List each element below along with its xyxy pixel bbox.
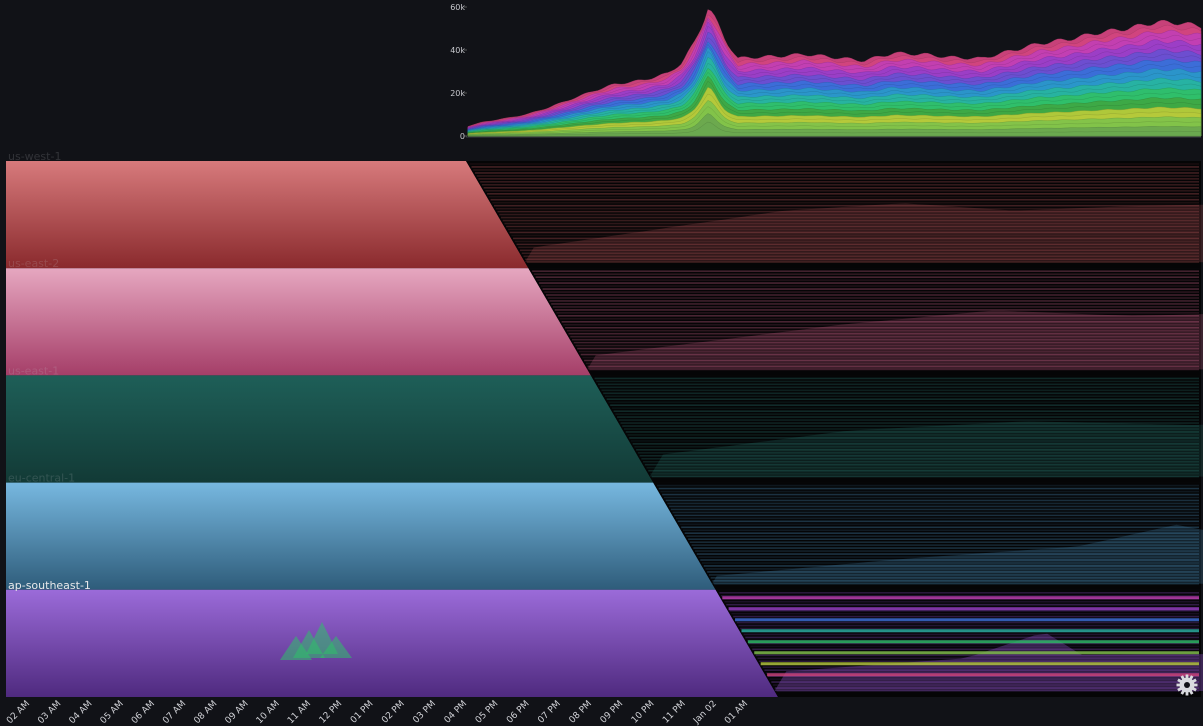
x-tick-label: 05 AM <box>99 699 126 726</box>
region-color-swatch <box>6 268 591 376</box>
x-tick-label: 12 PM <box>318 699 345 726</box>
region-area-glow <box>587 310 1203 370</box>
region-color-swatch <box>6 375 654 483</box>
region-label: us-east-2 <box>8 257 59 270</box>
region-data-area <box>715 589 1201 697</box>
region-color-swatch <box>6 161 529 269</box>
region-data-area <box>528 268 1201 376</box>
overview-y-axis: 0 20k 40k 60k <box>450 3 467 141</box>
x-tick-label: 08 PM <box>568 699 595 726</box>
ap-southeast-spike <box>280 596 1199 677</box>
x-tick-label: 04 AM <box>68 699 95 726</box>
region-color-swatch <box>6 482 716 590</box>
region-label: us-west-1 <box>8 150 61 163</box>
x-tick-label: 06 PM <box>505 699 532 726</box>
region-panel-us-west-1: us-west-1 <box>6 150 1203 269</box>
region-label: ap-southeast-1 <box>8 579 91 592</box>
overview-stacked-area-chart: 0 20k 40k 60k <box>450 3 1202 141</box>
region-label: us-east-1 <box>8 364 59 377</box>
x-tick-label: 05 PM <box>474 699 501 726</box>
x-axis-tick-labels: 02 AM 03 AM 04 AM 05 AM 06 AM 07 AM 08 AM 09 AM… <box>5 699 750 726</box>
x-tick-label: 09 AM <box>224 699 251 726</box>
x-tick-label: 02 AM <box>5 699 32 726</box>
region-data-area <box>466 161 1201 269</box>
overview-y-tick-label: 40k <box>450 46 465 55</box>
x-tick-label: 11 AM <box>286 699 313 726</box>
overview-area-layer <box>467 121 1202 137</box>
x-tick-label: 07 PM <box>536 699 563 726</box>
x-tick-label: 07 AM <box>161 699 188 726</box>
overview-y-tick-label: 0 <box>460 132 465 141</box>
region-label: eu-central-1 <box>8 472 75 485</box>
x-tick-label: 10 PM <box>630 699 657 726</box>
x-tick-label: 06 AM <box>130 699 157 726</box>
spike-peak <box>320 636 352 658</box>
x-tick-label: 03 AM <box>36 699 63 726</box>
region-data-area <box>590 375 1201 483</box>
x-tick-label: 09 PM <box>599 699 626 726</box>
x-tick-label: 04 PM <box>443 699 470 726</box>
region-area-glow <box>712 524 1203 584</box>
region-data-area <box>653 482 1201 590</box>
x-tick-label: 11 PM <box>661 699 688 726</box>
settings-gear-icon[interactable] <box>1175 673 1199 697</box>
overview-area-layers <box>467 9 1202 137</box>
overview-y-tick-label: 20k <box>450 89 465 98</box>
x-tick-label: 02 PM <box>380 699 407 726</box>
x-tick-label: Jan 02 <box>691 699 719 726</box>
overview-area-layer <box>467 113 1202 137</box>
x-tick-label: 08 AM <box>192 699 219 726</box>
region-area-glow <box>649 421 1203 477</box>
region-area-glow <box>524 203 1203 263</box>
x-tick-label: 01 AM <box>723 699 750 726</box>
region-panel-eu-central-1: eu-central-1 <box>6 472 1203 590</box>
region-color-swatch <box>6 589 778 697</box>
region-panel-us-east-1: us-east-1 <box>6 364 1203 483</box>
overview-y-tick-label: 60k <box>450 3 465 12</box>
x-tick-label: 10 AM <box>255 699 282 726</box>
x-tick-label: 01 PM <box>349 699 376 726</box>
region-panel-us-east-2: us-east-2 <box>6 257 1203 376</box>
region-panels: us-west-1 us-east-2 us-east-1 eu-central-1 a… <box>6 150 1203 697</box>
x-tick-label: 03 PM <box>411 699 438 726</box>
